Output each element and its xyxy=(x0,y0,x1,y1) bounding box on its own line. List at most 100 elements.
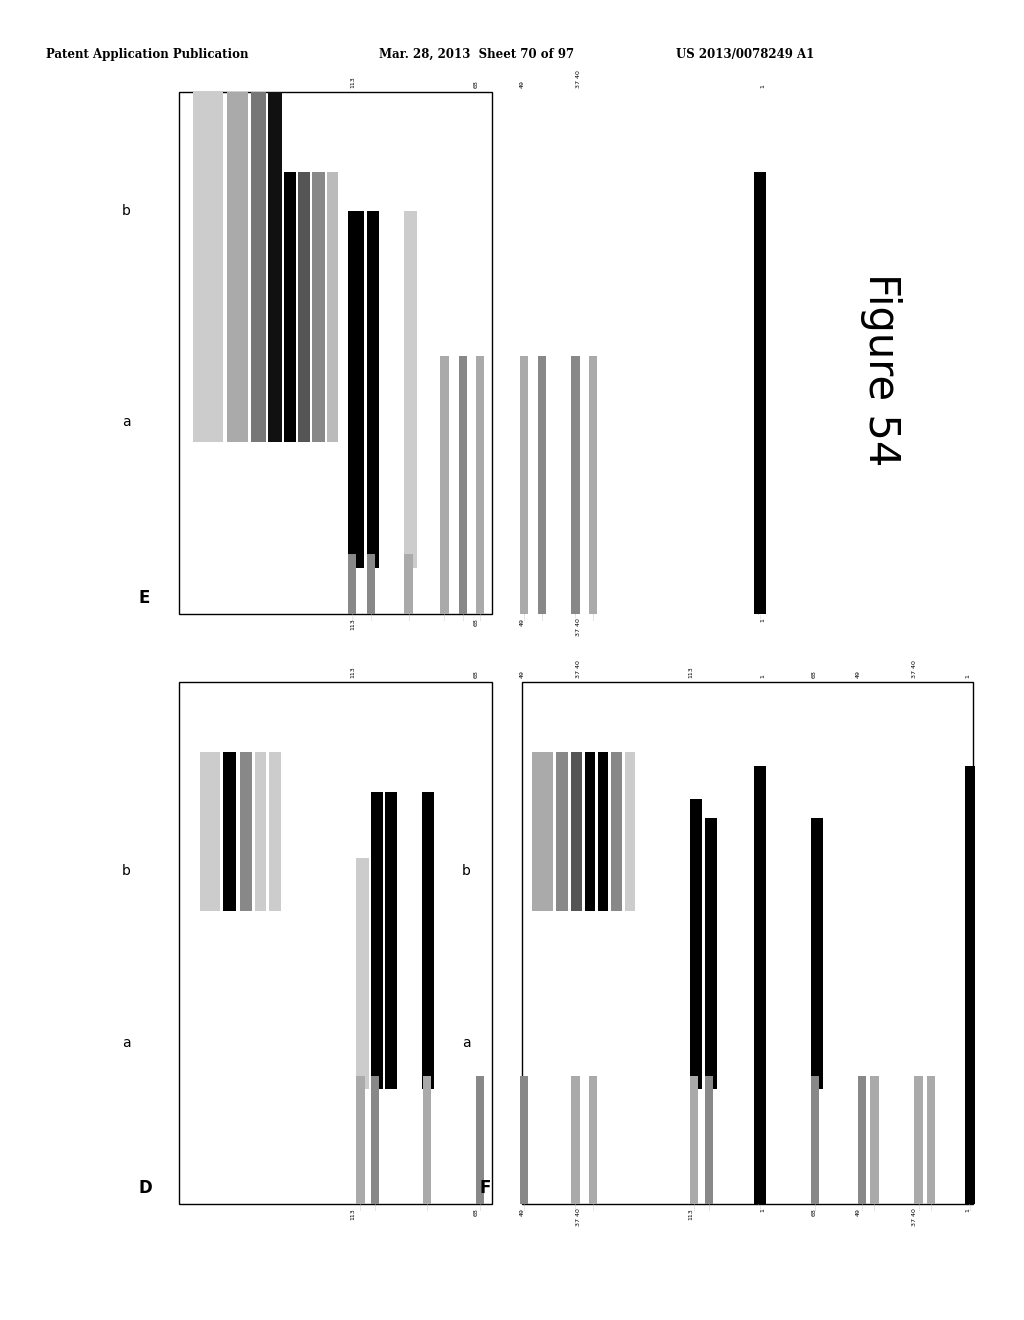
Text: 1: 1 xyxy=(966,1208,970,1212)
Bar xyxy=(585,752,595,911)
Bar xyxy=(348,554,356,614)
Bar xyxy=(367,211,379,568)
Text: 37 40: 37 40 xyxy=(912,660,916,678)
Bar xyxy=(589,356,597,614)
Bar xyxy=(476,356,484,614)
Text: 1: 1 xyxy=(761,675,765,678)
Text: 1: 1 xyxy=(966,675,970,678)
Bar xyxy=(404,211,417,568)
Text: 68: 68 xyxy=(812,671,816,678)
Bar xyxy=(348,211,364,568)
Text: b: b xyxy=(122,205,131,218)
Text: Mar. 28, 2013  Sheet 70 of 97: Mar. 28, 2013 Sheet 70 of 97 xyxy=(379,48,574,61)
Bar xyxy=(927,1076,935,1204)
Text: 113: 113 xyxy=(351,1208,355,1220)
Bar xyxy=(356,858,369,1089)
Bar xyxy=(754,766,766,1204)
Bar xyxy=(440,356,449,614)
Text: 68: 68 xyxy=(812,1208,816,1216)
Text: 49: 49 xyxy=(520,618,524,626)
Text: 1: 1 xyxy=(761,618,765,622)
Bar xyxy=(240,752,252,911)
Bar xyxy=(200,752,220,911)
Bar xyxy=(459,356,467,614)
Text: 68: 68 xyxy=(474,618,478,626)
Text: Patent Application Publication: Patent Application Publication xyxy=(46,48,249,61)
Bar xyxy=(538,356,546,614)
Text: 68: 68 xyxy=(474,81,478,88)
Text: 37 40: 37 40 xyxy=(577,1208,581,1226)
Bar xyxy=(385,792,397,1089)
Bar xyxy=(705,818,717,1089)
Bar xyxy=(179,682,492,1204)
Text: 1: 1 xyxy=(761,84,765,88)
Bar xyxy=(251,92,266,442)
Text: a: a xyxy=(123,1036,131,1049)
Bar xyxy=(476,1076,484,1204)
Bar xyxy=(423,1076,431,1204)
Bar xyxy=(268,92,282,442)
Bar xyxy=(193,92,223,442)
Bar xyxy=(356,1076,365,1204)
Bar xyxy=(571,1076,580,1204)
Text: 113: 113 xyxy=(351,77,355,88)
Text: 113: 113 xyxy=(351,618,355,630)
Bar xyxy=(227,92,248,442)
Bar xyxy=(858,1076,866,1204)
Bar xyxy=(690,1076,698,1204)
Bar xyxy=(298,172,310,442)
Bar xyxy=(611,752,622,911)
Text: 49: 49 xyxy=(856,671,860,678)
Text: 113: 113 xyxy=(689,1208,693,1220)
Text: 68: 68 xyxy=(474,1208,478,1216)
Bar xyxy=(571,356,580,614)
Bar xyxy=(269,752,281,911)
Text: 37 40: 37 40 xyxy=(912,1208,916,1226)
Bar xyxy=(223,752,236,911)
Bar xyxy=(690,799,702,1089)
Bar xyxy=(520,356,528,614)
Bar xyxy=(422,792,434,1089)
Text: a: a xyxy=(463,1036,471,1049)
Text: D: D xyxy=(138,1179,152,1197)
Bar xyxy=(371,792,383,1089)
Text: b: b xyxy=(462,865,471,878)
Bar xyxy=(589,1076,597,1204)
Text: 68: 68 xyxy=(474,671,478,678)
Bar xyxy=(532,752,553,911)
Bar xyxy=(404,554,413,614)
Bar xyxy=(522,682,973,1204)
Text: 49: 49 xyxy=(520,1208,524,1216)
Text: 49: 49 xyxy=(520,81,524,88)
Text: a: a xyxy=(123,416,131,429)
Bar xyxy=(625,752,635,911)
Bar xyxy=(556,752,568,911)
Text: 113: 113 xyxy=(689,667,693,678)
Bar xyxy=(312,172,325,442)
Bar xyxy=(284,172,296,442)
Bar xyxy=(367,554,375,614)
Text: 49: 49 xyxy=(856,1208,860,1216)
Bar xyxy=(179,92,492,614)
Text: E: E xyxy=(138,589,150,607)
Text: 49: 49 xyxy=(520,671,524,678)
Text: 37 40: 37 40 xyxy=(577,660,581,678)
Bar xyxy=(327,172,338,442)
Bar xyxy=(811,1076,819,1204)
Text: 1: 1 xyxy=(761,1208,765,1212)
Text: 37 40: 37 40 xyxy=(577,70,581,88)
Bar xyxy=(371,1076,379,1204)
Text: 37 40: 37 40 xyxy=(577,618,581,636)
Bar xyxy=(870,1076,879,1204)
Text: Figure 54: Figure 54 xyxy=(859,273,902,466)
Text: US 2013/0078249 A1: US 2013/0078249 A1 xyxy=(676,48,814,61)
Bar xyxy=(914,1076,923,1204)
Text: 113: 113 xyxy=(351,667,355,678)
Bar xyxy=(571,752,582,911)
Bar xyxy=(705,1076,713,1204)
Text: b: b xyxy=(122,865,131,878)
Bar xyxy=(255,752,266,911)
Bar xyxy=(520,1076,528,1204)
Text: F: F xyxy=(479,1179,490,1197)
Bar xyxy=(811,818,823,1089)
